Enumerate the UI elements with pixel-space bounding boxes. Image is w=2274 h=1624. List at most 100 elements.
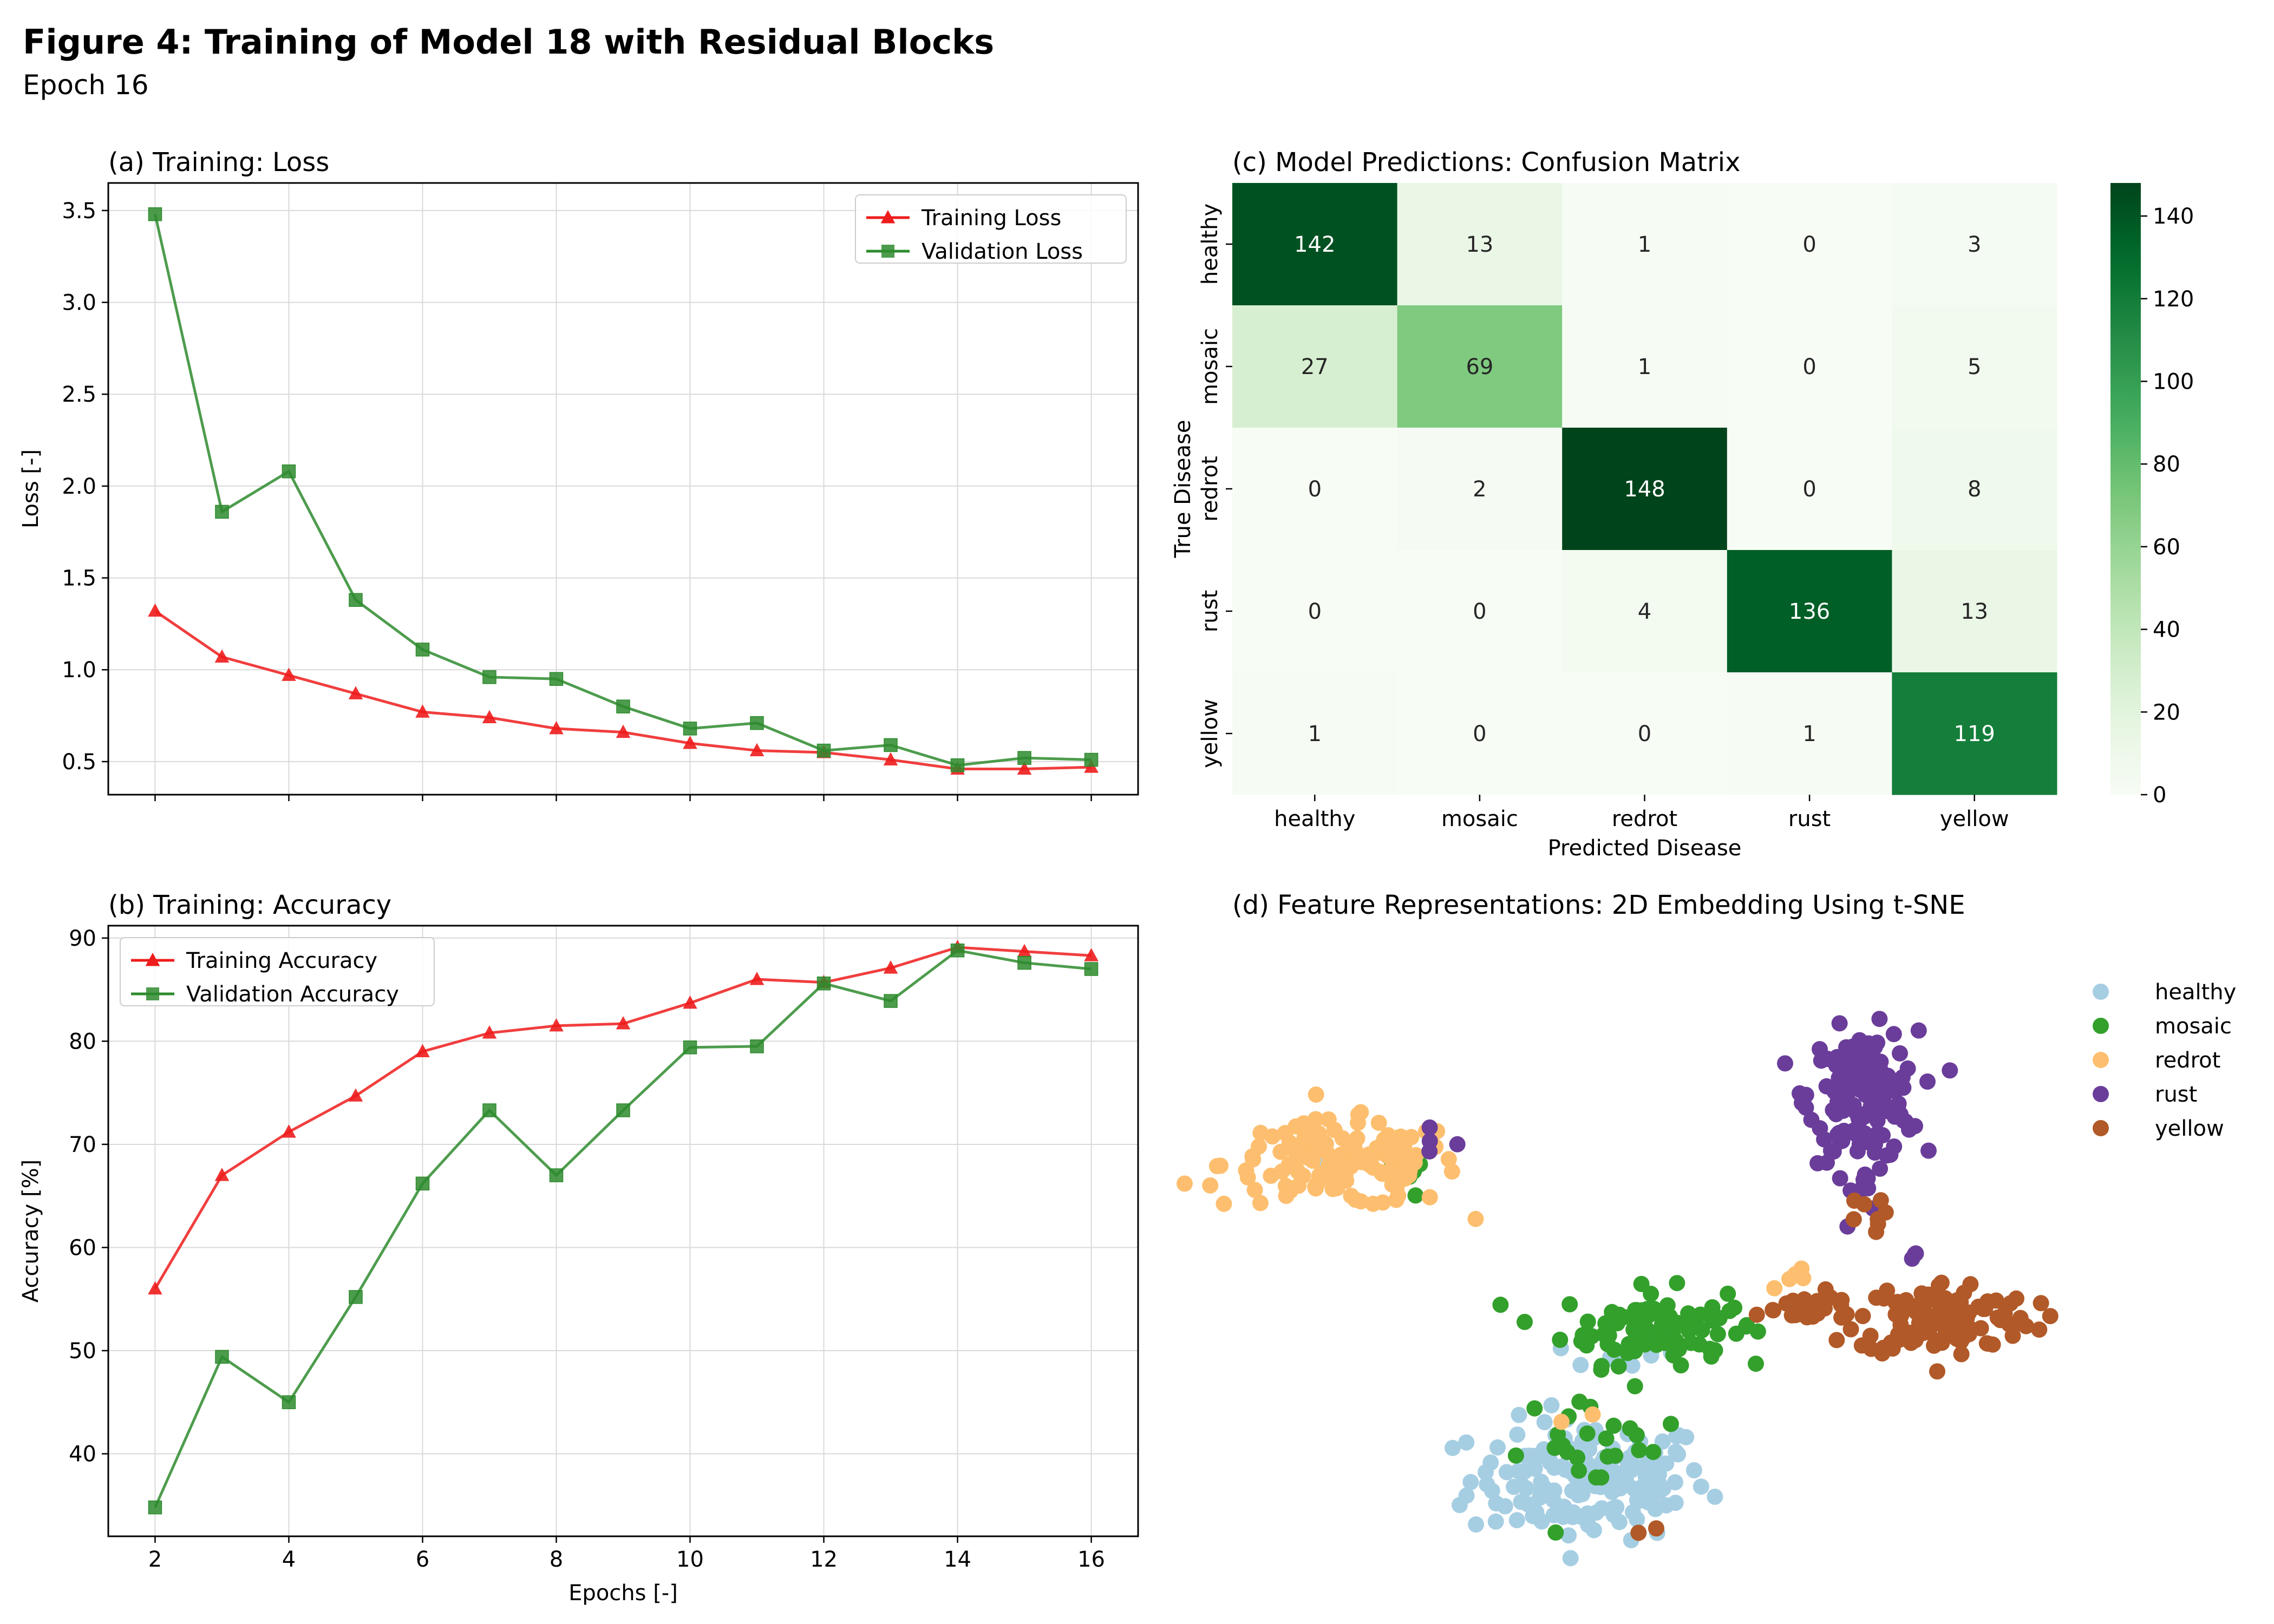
scatter-point (1177, 1175, 1193, 1192)
legend-label: Training Loss (921, 206, 1061, 231)
data-point (148, 1500, 162, 1515)
heatmap-cell (1232, 183, 1398, 306)
scatter-point (1874, 1345, 1891, 1362)
scatter-point (1547, 1524, 1564, 1541)
heatmap-cell (1727, 183, 1892, 306)
colorbar-tick-label: 60 (2153, 535, 2180, 560)
scatter-point (1962, 1276, 1979, 1293)
scatter-point (1846, 1122, 1863, 1139)
series-line (154, 610, 1092, 770)
data-point (883, 960, 898, 974)
scatter-point (1720, 1285, 1736, 1302)
scatter-point (1872, 1192, 1889, 1209)
scatter-point (1347, 1191, 1364, 1208)
colorbar-tick-label: 40 (2153, 618, 2180, 643)
x-tick-label: 14 (944, 1547, 971, 1572)
scatter-point (1391, 1140, 1408, 1157)
scatter-point (1685, 1462, 1702, 1478)
heatmap-cell (1397, 183, 1563, 306)
data-point (750, 716, 764, 730)
data-point (215, 1350, 229, 1364)
scatter-point (1619, 1345, 1636, 1361)
scatter-point (1479, 1476, 1495, 1493)
cell-value: 0 (1638, 722, 1651, 746)
y-axis-label: True Disease (1171, 420, 1195, 559)
scatter-point (1828, 1332, 1845, 1348)
scatter-point (1872, 1095, 1889, 1112)
scatter-point (1308, 1180, 1324, 1197)
scatter-point (1863, 1057, 1880, 1074)
scatter-point (1870, 1215, 1886, 1232)
legend-label: healthy (2155, 980, 2236, 1005)
series-line (154, 949, 1092, 1508)
scatter-point (1468, 1516, 1485, 1533)
scatter-point (1288, 1118, 1304, 1135)
data-point (616, 724, 631, 738)
scatter-point (1658, 1497, 1675, 1514)
scatter-point (1803, 1111, 1820, 1128)
scatter-point (1992, 1312, 2009, 1328)
scatter-point (1408, 1147, 1424, 1163)
scatter-point (1705, 1306, 1722, 1322)
scatter-point (1526, 1400, 1543, 1417)
data-point (1017, 751, 1031, 765)
scatter-point (1347, 1142, 1363, 1158)
scatter-point (1388, 1179, 1405, 1196)
colorbar (2110, 183, 2141, 795)
scatter-point (1609, 1315, 1626, 1332)
scatter-point (1559, 1444, 1576, 1461)
heatmap-cell (1232, 550, 1398, 673)
scatter-point (1919, 1073, 1936, 1090)
scatter-point (1954, 1331, 1971, 1347)
data-point (348, 686, 363, 699)
scatter-point (1509, 1426, 1526, 1443)
cell-value: 27 (1301, 355, 1329, 379)
x-category-label: yellow (1940, 807, 2009, 831)
heatmap-cell (1892, 672, 2057, 795)
data-point (616, 1016, 631, 1030)
legend-marker (2093, 1120, 2109, 1136)
scatter-point (1518, 1480, 1534, 1497)
scatter-point (1573, 1509, 1590, 1525)
scatter-point (1552, 1332, 1569, 1348)
scatter-point (1691, 1336, 1708, 1353)
heatmap-cell (1397, 305, 1563, 428)
scatter-point (1252, 1124, 1269, 1141)
scatter-point (1643, 1286, 1659, 1302)
scatter-point (1692, 1306, 1709, 1323)
cell-value: 3 (1968, 232, 1981, 257)
scatter-point (1707, 1488, 1723, 1505)
legend-marker (146, 987, 159, 1000)
legend: Training Loss Validation Loss (855, 194, 1127, 264)
scatter-point (1599, 1448, 1616, 1465)
y-tick-label: 0.5 (62, 750, 96, 775)
scatter-point (1942, 1062, 1958, 1079)
scatter-point (1574, 1327, 1591, 1344)
data-point (816, 976, 831, 991)
chart-title: (b) Training: Accuracy (108, 890, 391, 920)
scatter-point (1489, 1439, 1506, 1456)
scatter-point (1462, 1474, 1479, 1490)
data-point (549, 1168, 564, 1182)
data-point (349, 593, 363, 607)
scatter-point (1645, 1444, 1662, 1461)
scatter-point (1726, 1299, 1743, 1316)
scatter-point (1421, 1119, 1438, 1136)
heatmap-cell (1892, 305, 2057, 428)
x-category-label: redrot (1612, 807, 1677, 831)
scatter-point (1939, 1327, 1956, 1344)
cell-value: 5 (1968, 355, 1981, 379)
x-axis-label: Predicted Disease (1548, 836, 1742, 861)
scatter-point (1748, 1306, 1765, 1323)
plot-frame (107, 925, 1139, 1537)
scatter-point (1636, 1336, 1653, 1353)
legend-label: Validation Accuracy (186, 982, 399, 1007)
scatter-point (1654, 1316, 1670, 1333)
data-point (950, 758, 965, 772)
chart-title: (c) Model Predictions: Confusion Matrix (1232, 147, 1741, 178)
scatter-point (1421, 1143, 1438, 1160)
scatter-point (1579, 1425, 1596, 1442)
scatter-point (1798, 1086, 1814, 1103)
heatmap-cell (1727, 550, 1892, 673)
scatter-point (1885, 1026, 1902, 1043)
